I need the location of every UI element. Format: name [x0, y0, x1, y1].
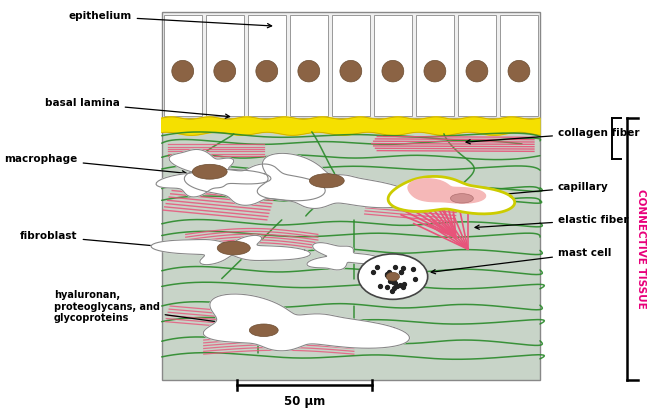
Text: epithelium: epithelium — [68, 11, 272, 28]
Ellipse shape — [382, 60, 403, 82]
Ellipse shape — [250, 324, 278, 337]
Ellipse shape — [309, 174, 345, 188]
Polygon shape — [156, 149, 271, 197]
Bar — [206, 15, 244, 116]
Text: elastic fiber: elastic fiber — [475, 215, 628, 229]
Text: collagen fiber: collagen fiber — [466, 128, 639, 144]
Polygon shape — [162, 117, 540, 135]
Text: macrophage: macrophage — [5, 154, 187, 175]
Bar — [331, 15, 370, 116]
Text: basal lamina: basal lamina — [45, 98, 230, 118]
Polygon shape — [388, 176, 515, 214]
Text: mast cell: mast cell — [431, 248, 611, 274]
Ellipse shape — [172, 60, 194, 82]
Polygon shape — [184, 164, 326, 205]
Bar — [290, 15, 328, 116]
Bar — [162, 118, 540, 380]
Circle shape — [358, 254, 428, 299]
Polygon shape — [408, 179, 485, 203]
Ellipse shape — [193, 164, 227, 179]
Ellipse shape — [256, 60, 278, 82]
Ellipse shape — [424, 60, 446, 82]
Ellipse shape — [298, 60, 320, 82]
Ellipse shape — [386, 272, 400, 281]
Text: fibroblast: fibroblast — [20, 231, 197, 251]
Ellipse shape — [451, 194, 474, 203]
Polygon shape — [151, 235, 310, 265]
Ellipse shape — [340, 60, 362, 82]
Bar — [416, 15, 454, 116]
Text: CONNECTIVE TISSUE: CONNECTIVE TISSUE — [636, 189, 646, 309]
Text: capillary: capillary — [493, 182, 608, 197]
Bar — [500, 15, 538, 116]
Bar — [162, 12, 540, 118]
Bar — [458, 15, 496, 116]
Ellipse shape — [466, 60, 488, 82]
Text: hyaluronan,
proteoglycans, and
glycoproteins: hyaluronan, proteoglycans, and glycoprot… — [54, 290, 227, 324]
Ellipse shape — [508, 60, 530, 82]
Ellipse shape — [217, 241, 250, 255]
Polygon shape — [257, 153, 414, 208]
Bar — [164, 15, 202, 116]
Text: 50 μm: 50 μm — [284, 395, 325, 408]
Bar — [373, 15, 412, 116]
Ellipse shape — [214, 60, 236, 82]
Polygon shape — [203, 294, 409, 351]
Bar — [248, 15, 286, 116]
Polygon shape — [307, 243, 381, 270]
